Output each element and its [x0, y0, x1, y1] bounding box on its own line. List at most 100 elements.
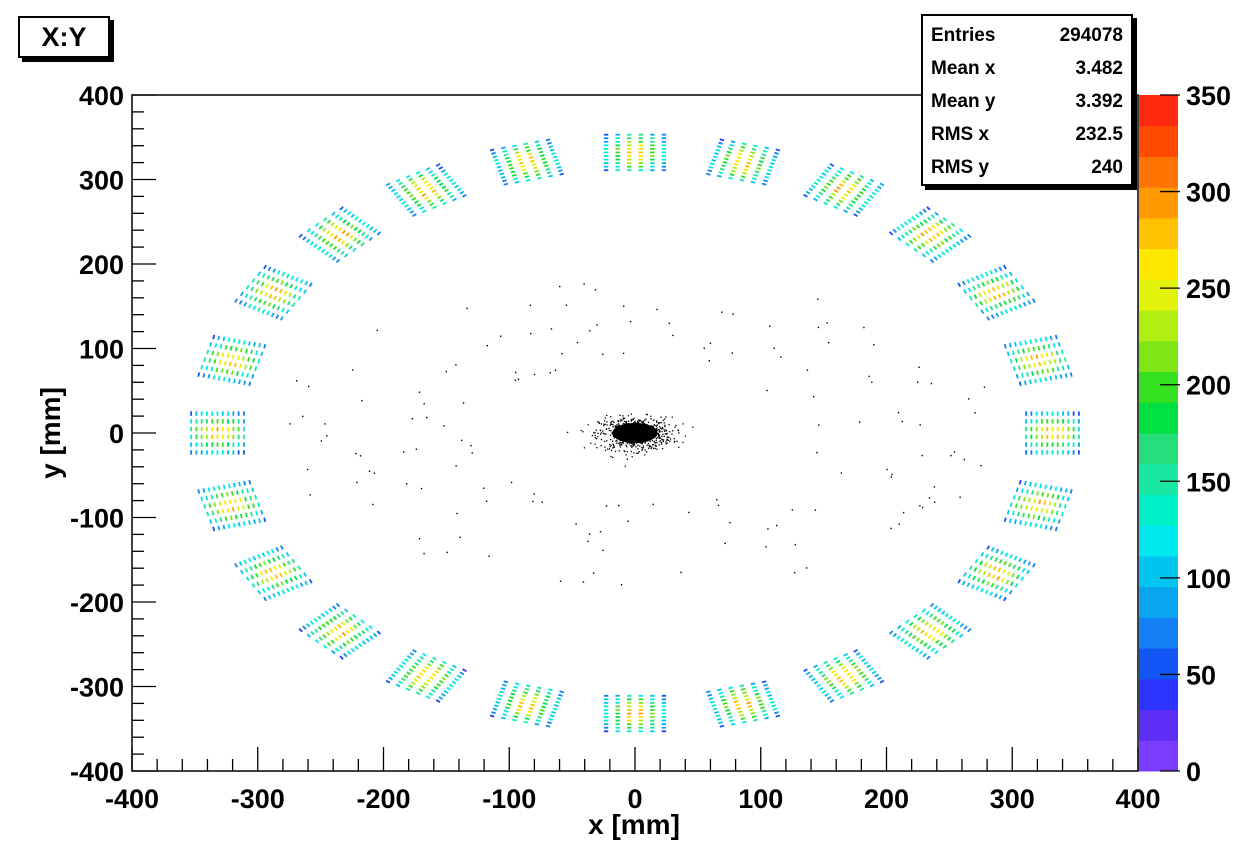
detector-pixel [247, 520, 251, 525]
scatter-point [631, 445, 633, 447]
detector-pixel [761, 182, 767, 186]
scatter-point [582, 581, 585, 583]
detector-pixel [951, 628, 956, 633]
detector-pixel [376, 231, 382, 236]
scatter-point [616, 434, 618, 437]
scatter-point [631, 418, 633, 420]
detector-pixel [896, 226, 901, 231]
scatter-point [644, 437, 646, 439]
detector-pixel [838, 662, 844, 667]
detector-pixel [932, 615, 938, 621]
detector-pixel [864, 677, 870, 682]
detector-pixel [353, 634, 358, 640]
detector-pixel [733, 700, 739, 703]
detector-pixel [767, 169, 772, 172]
detector-pixel [615, 694, 620, 697]
detector-pixel [499, 172, 505, 176]
detector-pixel [836, 676, 842, 680]
detector-pixel [834, 173, 839, 177]
scatter-point [604, 446, 606, 448]
detector-pixel [821, 172, 827, 177]
detector-pixel [401, 661, 407, 666]
detector-pixel [493, 158, 499, 162]
detector-pixel [284, 282, 289, 287]
detector-pixel [1020, 504, 1023, 509]
scatter-point [618, 425, 621, 427]
detector-pixel [747, 158, 753, 162]
scatter-point [622, 441, 624, 443]
scatter-point [596, 324, 598, 326]
detector-pixel [422, 209, 427, 214]
detector-pixel [1009, 502, 1013, 508]
detector-pixel [859, 671, 864, 676]
scatter-point [598, 421, 600, 424]
detector-pixel [411, 665, 417, 669]
scatter-point [767, 528, 769, 530]
detector-pixel [502, 149, 508, 153]
detector-pixel [1051, 493, 1055, 499]
detector-pixel [1026, 489, 1029, 494]
scatter-point [662, 427, 664, 429]
scatter-point [959, 496, 961, 498]
scatter-point [645, 436, 647, 438]
detector-pixel [833, 672, 839, 677]
detector-pixel [346, 650, 352, 655]
scatter-point [621, 432, 624, 434]
scatter-point [606, 421, 608, 423]
scatter-point [637, 432, 639, 434]
scatter-point [672, 334, 674, 337]
detector-pixel [958, 633, 964, 638]
detector-pixel [238, 300, 243, 305]
scatter-point [651, 435, 653, 437]
detector-pixel [335, 602, 341, 608]
scatter-point [499, 335, 502, 337]
detector-pixel [302, 236, 307, 241]
scatter-point [651, 427, 653, 430]
scatter-point [619, 439, 621, 442]
scatter-point [640, 429, 642, 432]
detector-pixel [980, 551, 985, 557]
scatter-point [653, 440, 655, 443]
scatter-point [664, 430, 666, 432]
detector-pixel [534, 140, 540, 144]
detector-pixel [926, 216, 932, 222]
detector-pixel [1012, 296, 1017, 302]
detector-pixel [353, 226, 358, 232]
scatter-point [628, 441, 631, 443]
scatter-point [617, 420, 619, 423]
detector-pixel [542, 160, 548, 164]
detector-pixel [958, 228, 964, 233]
detector-pixel [1063, 504, 1067, 509]
detector-pixel [1018, 479, 1022, 485]
detector-pixel [1015, 286, 1020, 292]
detector-pixel [985, 307, 989, 313]
detector-pixel [731, 693, 736, 697]
detector-pixel [736, 706, 742, 710]
detector-pixel [195, 426, 198, 432]
detector-pixel [449, 667, 455, 672]
detector-pixel [221, 352, 225, 358]
detector-pixel [1034, 482, 1037, 488]
detector-pixel [961, 580, 966, 586]
detector-pixel [1036, 491, 1040, 496]
detector-pixel [326, 230, 331, 235]
detector-pixel [935, 639, 940, 644]
scatter-point [660, 443, 663, 445]
detector-pixel [1054, 374, 1058, 380]
detector-pixel [492, 155, 498, 159]
detector-pixel [260, 509, 264, 515]
detector-pixel [230, 491, 234, 496]
detector-pixel [650, 137, 655, 140]
detector-pixel [233, 362, 237, 368]
detector-pixel [331, 649, 336, 655]
detector-pixel [314, 628, 319, 633]
detector-pixel [227, 434, 229, 440]
detector-pixel [638, 712, 643, 715]
detector-pixel [523, 720, 529, 724]
scatter-point [633, 436, 636, 438]
scatter-point [616, 436, 618, 438]
scatter-point [630, 432, 632, 434]
detector-pixel [1025, 442, 1027, 447]
scatter-point [659, 440, 662, 442]
detector-pixel [197, 489, 201, 494]
